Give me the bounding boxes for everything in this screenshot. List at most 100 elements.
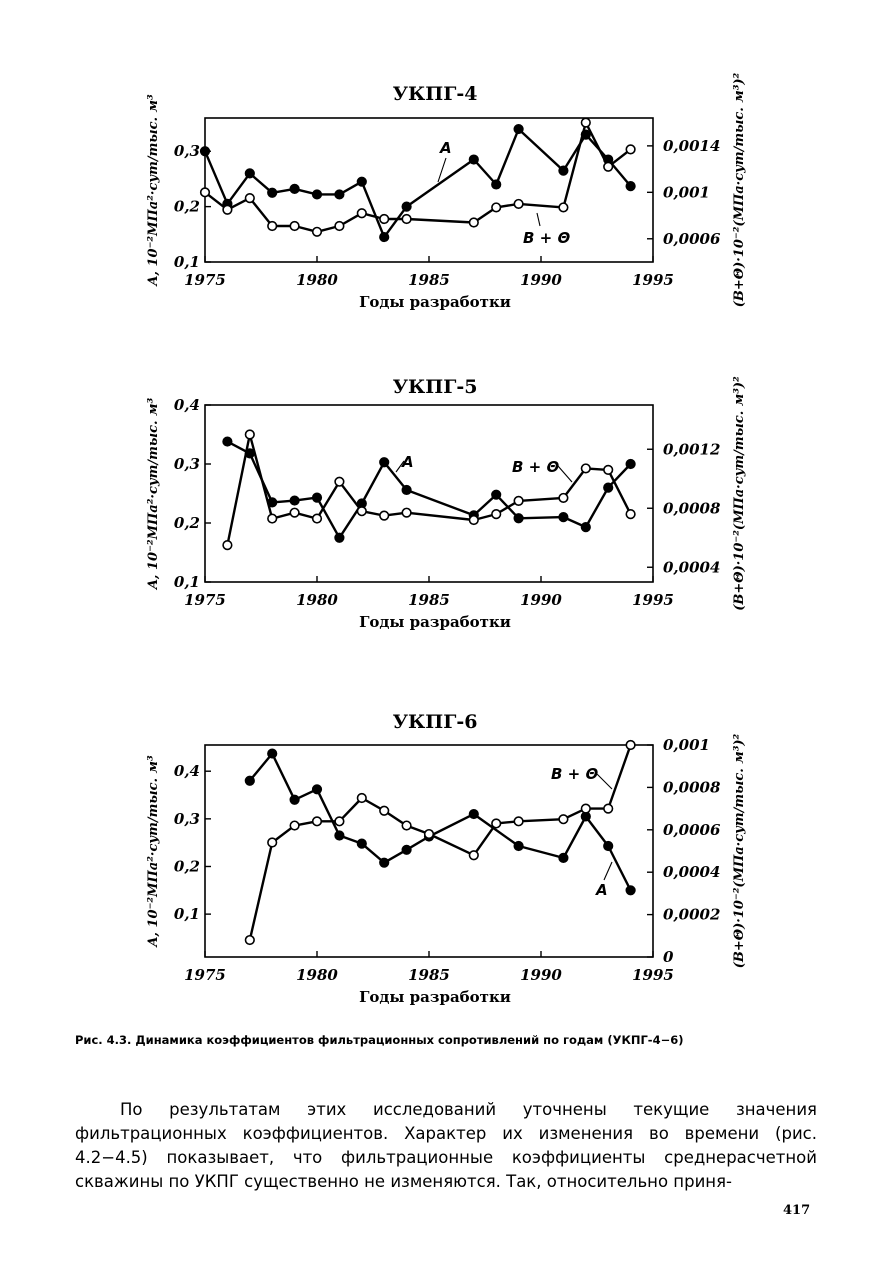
series-a-point <box>289 183 300 194</box>
annotation-label: A <box>439 139 452 157</box>
series-b-theta-point <box>558 202 569 213</box>
annotation-leader <box>437 157 447 183</box>
series-b-theta-point <box>558 814 569 825</box>
series-a-point <box>289 794 300 805</box>
y-left-axis-label: A, 10⁻²МПа²·сут/тыс. м³ <box>146 755 161 949</box>
y-right-tick-label: 0,0012 <box>663 440 720 458</box>
series-a-point <box>401 844 412 855</box>
series-b-theta-point <box>244 429 255 440</box>
annotation-leader <box>536 212 541 227</box>
series-a-point <box>401 201 412 212</box>
x-tick-label: 1995 <box>632 591 674 609</box>
body-paragraph: По результатам этих исследований уточнен… <box>75 1100 817 1191</box>
series-b-theta-point <box>423 828 435 840</box>
series-a-point <box>379 457 390 468</box>
series-a-point <box>334 830 345 841</box>
series-b-theta-point <box>558 492 569 504</box>
series-b-theta-point <box>603 464 614 476</box>
series-b-theta-point <box>334 220 345 232</box>
series-a-point <box>468 154 479 165</box>
x-tick-label: 1985 <box>408 271 450 289</box>
x-axis-label: Годы разработки <box>359 293 511 311</box>
series-a-point <box>625 181 636 192</box>
series-b-theta-point <box>513 495 524 506</box>
y-right-tick-label: 0,0006 <box>663 821 721 839</box>
x-tick-label: 1990 <box>520 966 562 984</box>
series-b-theta-point <box>625 739 636 751</box>
x-tick-label: 1985 <box>408 591 450 609</box>
series-b-theta-point <box>625 509 636 520</box>
y-right-tick-label: 0,0004 <box>663 558 720 576</box>
series-b-theta-point <box>311 513 323 524</box>
annotation-label: A <box>401 453 414 471</box>
series-b-theta-point <box>244 934 255 946</box>
series-b-theta-point <box>289 220 300 232</box>
x-tick-label: 1975 <box>184 966 226 984</box>
series-a-point <box>334 532 345 543</box>
y-right-tick-label: 0,001 <box>663 736 710 754</box>
series-b-theta-point <box>289 820 300 831</box>
series-b-theta-point <box>468 217 479 228</box>
series-b-theta-point <box>491 509 502 520</box>
series-a-point <box>625 885 636 896</box>
series-b-theta-line <box>226 433 632 546</box>
series-a-point <box>580 522 591 533</box>
series-b-theta-point <box>401 507 412 518</box>
annotation-leader <box>395 460 405 473</box>
series-a-point <box>379 231 390 243</box>
series-b-theta-point <box>580 803 591 814</box>
y-right-tick-label: 0,0014 <box>663 137 720 155</box>
y-right-axis-label: (B+Θ)·10⁻²(МПа·сут/тыс. м³)² <box>732 72 747 307</box>
series-b-theta-point <box>513 198 524 210</box>
y-right-axis-label: (B+Θ)·10⁻²(МПа·сут/тыс. м³)² <box>732 376 747 611</box>
x-tick-label: 1975 <box>184 591 226 609</box>
series-b-theta-point <box>356 792 367 804</box>
series-a-point <box>513 840 524 852</box>
chart-title: УКПГ-4 <box>393 83 478 105</box>
series-a-point <box>311 492 323 503</box>
series-b-theta-point <box>513 816 524 827</box>
series-b-theta-point <box>289 507 300 518</box>
figure-caption: Рис. 4.3. Динамика коэффициентов фильтра… <box>75 1033 684 1047</box>
series-a-point <box>558 511 569 523</box>
series-b-theta-point <box>491 202 502 213</box>
series-b-theta-point <box>379 213 390 225</box>
y-left-tick-label: 0,2 <box>174 514 200 532</box>
series-a-point <box>334 189 345 200</box>
series-a-point <box>267 187 278 198</box>
series-a-point <box>401 484 412 496</box>
series-a-point <box>244 168 255 179</box>
x-tick-label: 1975 <box>184 271 226 289</box>
x-tick-label: 1990 <box>520 271 562 289</box>
series-b-theta-point <box>468 514 479 526</box>
series-a-point <box>491 489 502 500</box>
x-tick-label: 1980 <box>296 966 338 984</box>
y-right-tick-label: 0 <box>663 948 674 966</box>
series-b-theta-point <box>244 193 255 204</box>
y-left-tick-label: 0,2 <box>174 198 200 216</box>
y-left-tick-label: 0,1 <box>174 573 200 591</box>
x-tick-label: 1995 <box>632 271 674 289</box>
annotation-leader <box>596 773 613 790</box>
series-a-point <box>356 838 367 849</box>
series-b-theta-point <box>222 540 233 551</box>
figure-panels: УКПГ-4 1975 1980 1985 1990 1995 0,1 0,2 0,3 0,000… <box>146 72 747 1006</box>
series-a-point <box>311 189 323 200</box>
series-a-line <box>226 440 632 539</box>
series-a-point <box>267 748 278 759</box>
y-left-tick-label: 0,4 <box>174 396 200 414</box>
chart-panel-4: УКПГ-4 1975 1980 1985 1990 1995 0,1 0,2 0,3 0,000… <box>146 72 747 311</box>
y-right-tick-label: 0,001 <box>663 183 710 201</box>
series-a-point <box>468 808 479 820</box>
series-b-theta-point <box>603 803 614 814</box>
chart-panel-6: УКПГ-6 1975 1980 1985 1990 1995 0,1 0,2 0,3 0,4 0 0… <box>146 711 747 1006</box>
series-b-theta-point <box>311 226 323 237</box>
x-tick-label: 1985 <box>408 966 450 984</box>
series-a-point <box>603 482 614 493</box>
series-b-theta-point <box>356 506 367 517</box>
y-right-axis-label: (B+Θ)·10⁻²(МПа·сут/тыс. м³)² <box>732 733 747 968</box>
series-b-theta-point <box>222 204 233 215</box>
series-a-point <box>356 176 367 187</box>
y-right-tick-label: 0,0008 <box>663 499 721 517</box>
series-a-point <box>625 458 636 470</box>
